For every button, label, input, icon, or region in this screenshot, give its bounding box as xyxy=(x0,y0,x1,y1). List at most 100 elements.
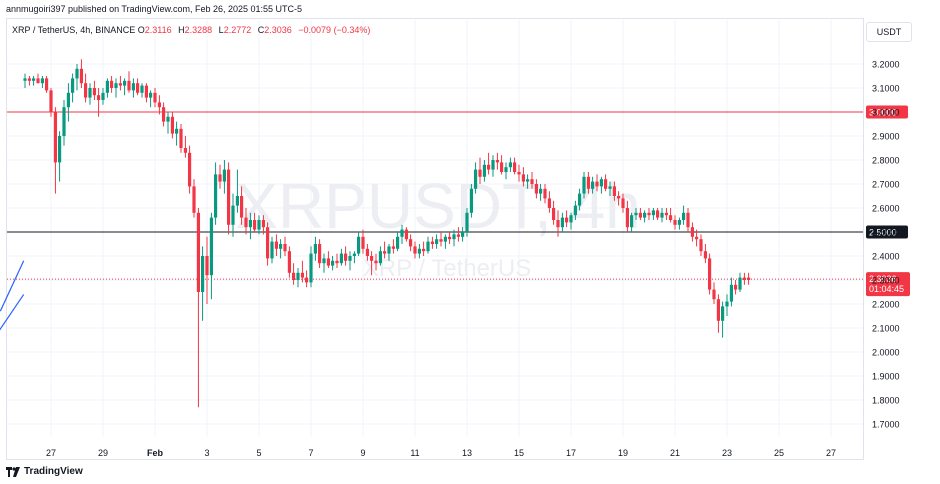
candle-body xyxy=(413,246,417,254)
time-tick-label: 29 xyxy=(98,448,108,458)
channel xyxy=(0,260,25,331)
candle-body xyxy=(517,172,521,175)
symbol-name: XRP / TetherUS, 4h, BINANCE xyxy=(12,25,136,35)
time-axis: 27 29 Feb 3 5 7 9 11 13 15 17 19 21 23 25 27 xyxy=(46,448,836,458)
candle-body xyxy=(495,160,500,163)
time-tick-label: 5 xyxy=(256,448,261,458)
candle-body xyxy=(209,217,214,276)
tradingview-brand: TradingView xyxy=(24,466,83,477)
candle-body xyxy=(690,227,695,237)
candle-body xyxy=(70,78,75,93)
change-value: −0.0079 (−0.34%) xyxy=(298,25,371,35)
candle-body xyxy=(729,284,734,302)
candle-body xyxy=(166,116,170,122)
last-price-tag xyxy=(866,272,910,297)
candle-body xyxy=(482,164,487,177)
candle-body xyxy=(443,236,448,242)
candle-body xyxy=(283,244,287,252)
candle-body xyxy=(96,95,101,100)
candle-body xyxy=(170,116,175,134)
candle-body xyxy=(75,68,79,79)
price-axis: 3.2000 3.1000 3.0000 2.9000 2.8000 2.7000 2.60… xyxy=(872,60,900,430)
tradingview-branding[interactable]: TradingView xyxy=(6,466,83,477)
candle-body xyxy=(707,258,712,290)
price-tick-label: 2.0000 xyxy=(872,348,900,358)
candle-body xyxy=(239,196,244,218)
candle-body xyxy=(746,277,751,280)
price-tick-label: 2.8000 xyxy=(872,156,900,166)
candle-body xyxy=(66,92,71,108)
candle-body xyxy=(400,229,404,237)
currency-button[interactable]: USDT xyxy=(866,22,912,42)
time-tick-label: 7 xyxy=(308,448,313,458)
channel-lower-line xyxy=(0,294,25,331)
candle-body xyxy=(23,78,27,81)
candle-body xyxy=(235,196,240,206)
candle-body xyxy=(725,301,729,307)
candle-body xyxy=(560,217,565,228)
candle-body xyxy=(192,186,196,213)
candle-body xyxy=(304,277,309,283)
candle-body xyxy=(456,234,461,237)
candle-body xyxy=(92,88,97,96)
candle-body xyxy=(291,272,296,280)
candle-body xyxy=(404,229,409,240)
candle-body xyxy=(603,179,608,189)
candle-body xyxy=(625,208,630,228)
candle-body xyxy=(573,205,578,216)
candle-body xyxy=(608,186,612,189)
candle-body xyxy=(586,176,591,189)
candle-body xyxy=(512,162,517,172)
candle-body xyxy=(200,256,205,292)
price-line-tag xyxy=(866,225,908,239)
chart-pane[interactable] xyxy=(6,18,864,460)
candle-body xyxy=(642,212,647,218)
candle-body xyxy=(257,220,261,230)
candle-body xyxy=(248,220,253,228)
candle-body xyxy=(677,220,682,225)
high-value: 2.3288 xyxy=(184,25,213,35)
candle-body xyxy=(296,272,300,280)
candle-body xyxy=(582,176,586,194)
time-tick-label: Feb xyxy=(147,448,164,458)
candle-body xyxy=(326,258,331,266)
candle-body xyxy=(270,241,274,259)
candle-body xyxy=(53,112,58,163)
channel-upper-line xyxy=(0,260,25,312)
candle-body xyxy=(426,241,430,252)
time-tick-label: 19 xyxy=(618,448,628,458)
candle-body xyxy=(599,179,604,187)
candle-body xyxy=(699,239,703,252)
candle-body xyxy=(274,241,279,249)
candle-body xyxy=(44,78,49,91)
candle-body xyxy=(287,251,292,273)
time-tick-label: 3 xyxy=(204,448,209,458)
candle-body xyxy=(521,174,526,182)
price-tick-label: 2.5000 xyxy=(872,228,900,238)
candle-body xyxy=(222,169,227,182)
candle-body xyxy=(343,253,348,261)
candle-body xyxy=(300,272,305,278)
candle-body xyxy=(213,174,218,218)
candle-body xyxy=(40,78,45,84)
close-label: C xyxy=(257,25,265,35)
candle-body xyxy=(101,92,105,100)
price-tick-label: 2.9000 xyxy=(872,132,900,142)
candle-body xyxy=(417,248,422,254)
candle-body xyxy=(231,205,235,225)
open-label: O xyxy=(137,25,145,35)
candle-body xyxy=(114,83,118,88)
candle-body xyxy=(660,212,664,218)
candle-body xyxy=(577,193,582,206)
candle-body xyxy=(196,212,201,292)
candle-body xyxy=(556,220,560,228)
candle-body xyxy=(27,78,32,81)
candle-body xyxy=(382,251,387,254)
candle-body xyxy=(538,188,543,194)
candle-body xyxy=(161,107,166,122)
price-tick-label: 2.2000 xyxy=(872,300,900,310)
candle-body xyxy=(421,248,426,252)
price-tick-label: 2.3000 xyxy=(872,276,900,286)
